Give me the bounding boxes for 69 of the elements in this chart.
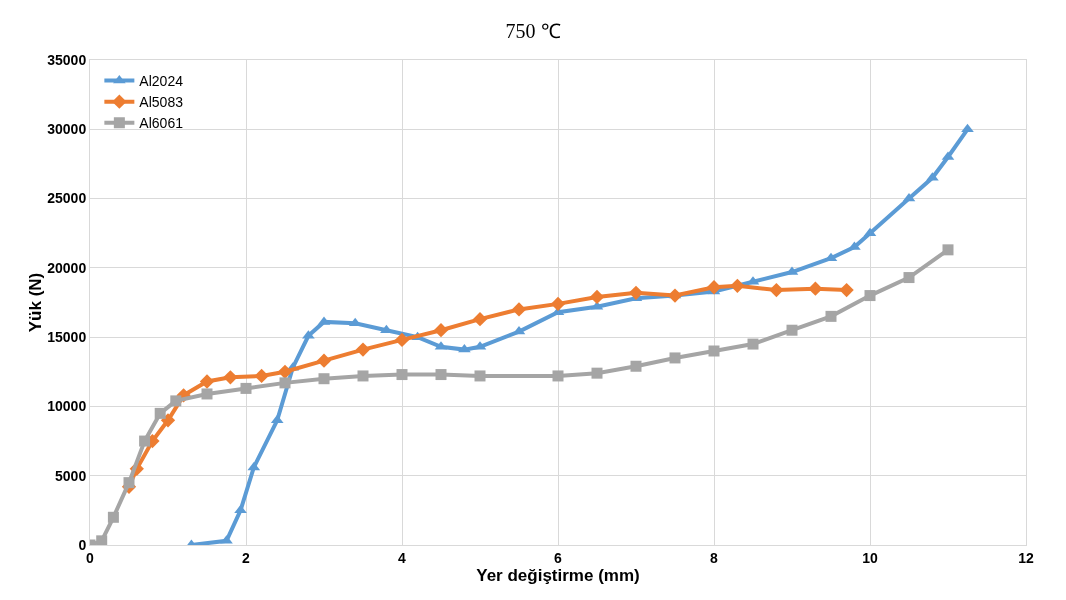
point [474, 370, 486, 382]
point [107, 511, 119, 523]
point [277, 364, 293, 379]
point [160, 413, 176, 428]
point [247, 461, 261, 471]
point [201, 388, 213, 400]
point [123, 477, 135, 489]
chart-title: 750 ℃ [505, 20, 561, 42]
x-axis-title: Yer değiştirme (mm) [476, 565, 640, 585]
y-tick-label: 30000 [47, 121, 87, 138]
point [240, 382, 252, 394]
point [223, 370, 238, 385]
point [357, 370, 369, 382]
x-tick-label: 12 [1018, 549, 1034, 566]
point [170, 395, 182, 407]
point [270, 414, 284, 424]
point [550, 296, 566, 312]
y-tick-label: 20000 [47, 259, 87, 276]
y-axis-title: Yük (N) [26, 272, 46, 333]
point [154, 407, 166, 419]
point [318, 373, 330, 385]
point [786, 324, 798, 336]
point [628, 285, 644, 300]
point [472, 311, 488, 327]
y-tick-label: 25000 [47, 190, 87, 207]
point [394, 332, 410, 348]
y-tick-label: 15000 [47, 329, 87, 346]
point [254, 368, 269, 384]
point [396, 369, 408, 381]
x-tick-label: 6 [554, 549, 563, 566]
point [234, 504, 247, 514]
point [942, 244, 954, 256]
point [199, 374, 215, 389]
legend-label: Al5083 [139, 94, 184, 111]
y-tick-label: 10000 [47, 398, 87, 415]
point [355, 342, 371, 357]
point [667, 288, 683, 303]
point [903, 272, 915, 284]
point [839, 282, 854, 298]
y-tick-label: 0 [78, 536, 87, 553]
point [769, 282, 784, 298]
point [706, 280, 722, 295]
point [591, 367, 603, 379]
point [747, 338, 759, 350]
point [669, 352, 681, 364]
x-tick-label: 4 [398, 549, 407, 566]
point [433, 323, 449, 338]
point [96, 535, 108, 545]
x-tick-label: 8 [710, 549, 719, 566]
point [730, 278, 745, 294]
point [552, 370, 564, 382]
point [316, 353, 332, 368]
legend-label: Al2024 [139, 72, 184, 89]
point [511, 302, 527, 317]
point [864, 290, 876, 302]
point [630, 360, 642, 372]
point [279, 377, 291, 389]
x-tick-label: 10 [862, 549, 878, 566]
point [139, 435, 151, 447]
point [961, 123, 974, 133]
point [589, 289, 605, 305]
point [808, 281, 823, 296]
point [708, 345, 720, 357]
legend-label: Al6061 [139, 115, 184, 132]
x-tick-label: 2 [242, 549, 251, 566]
y-tick-label: 35000 [47, 51, 87, 68]
y-tick-label: 5000 [55, 467, 87, 484]
point [825, 310, 837, 322]
point [435, 369, 447, 381]
